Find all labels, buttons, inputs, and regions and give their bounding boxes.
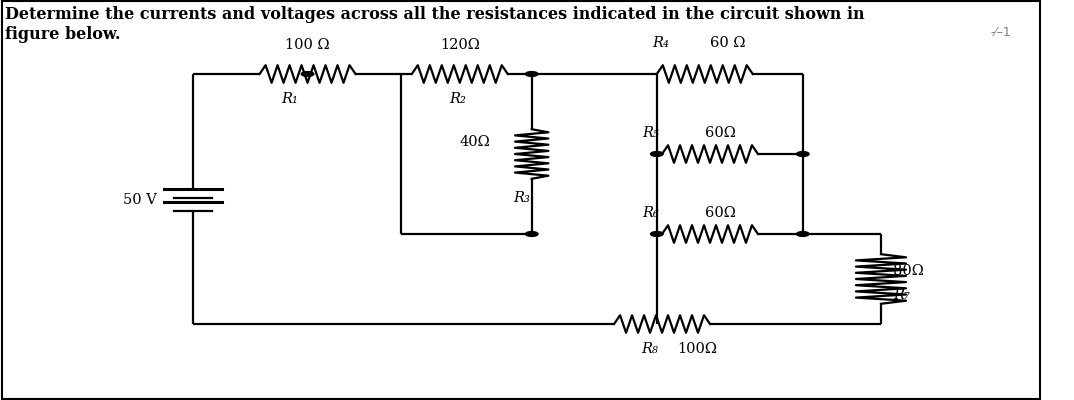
Text: R₈: R₈ (641, 342, 658, 356)
Circle shape (525, 72, 538, 76)
Text: R₄: R₄ (653, 36, 669, 50)
Text: 60Ω: 60Ω (705, 206, 736, 220)
Text: 60Ω: 60Ω (705, 126, 736, 140)
Circle shape (651, 152, 663, 156)
Circle shape (302, 72, 314, 76)
Circle shape (797, 152, 809, 156)
Circle shape (797, 232, 809, 236)
Text: R₂: R₂ (449, 92, 466, 106)
Text: 50 V: 50 V (122, 193, 157, 207)
Text: 40Ω: 40Ω (460, 135, 490, 149)
Text: Determine the currents and voltages across all the resistances indicated in the : Determine the currents and voltages acro… (5, 6, 865, 23)
Text: 100 Ω: 100 Ω (286, 38, 330, 52)
Text: R₃: R₃ (513, 191, 529, 205)
Text: 100Ω: 100Ω (678, 342, 717, 356)
Text: figure below.: figure below. (5, 26, 120, 43)
Text: R₇: R₇ (894, 288, 911, 302)
Text: 120Ω: 120Ω (440, 38, 480, 52)
Text: R₁: R₁ (281, 92, 299, 106)
Text: -⁄–1: -⁄–1 (990, 26, 1012, 39)
Text: R₅: R₅ (642, 126, 659, 140)
Text: 60 Ω: 60 Ω (710, 36, 745, 50)
Text: 80Ω: 80Ω (894, 264, 925, 278)
Circle shape (651, 232, 663, 236)
Text: R₆: R₆ (642, 206, 659, 220)
Circle shape (525, 232, 538, 236)
